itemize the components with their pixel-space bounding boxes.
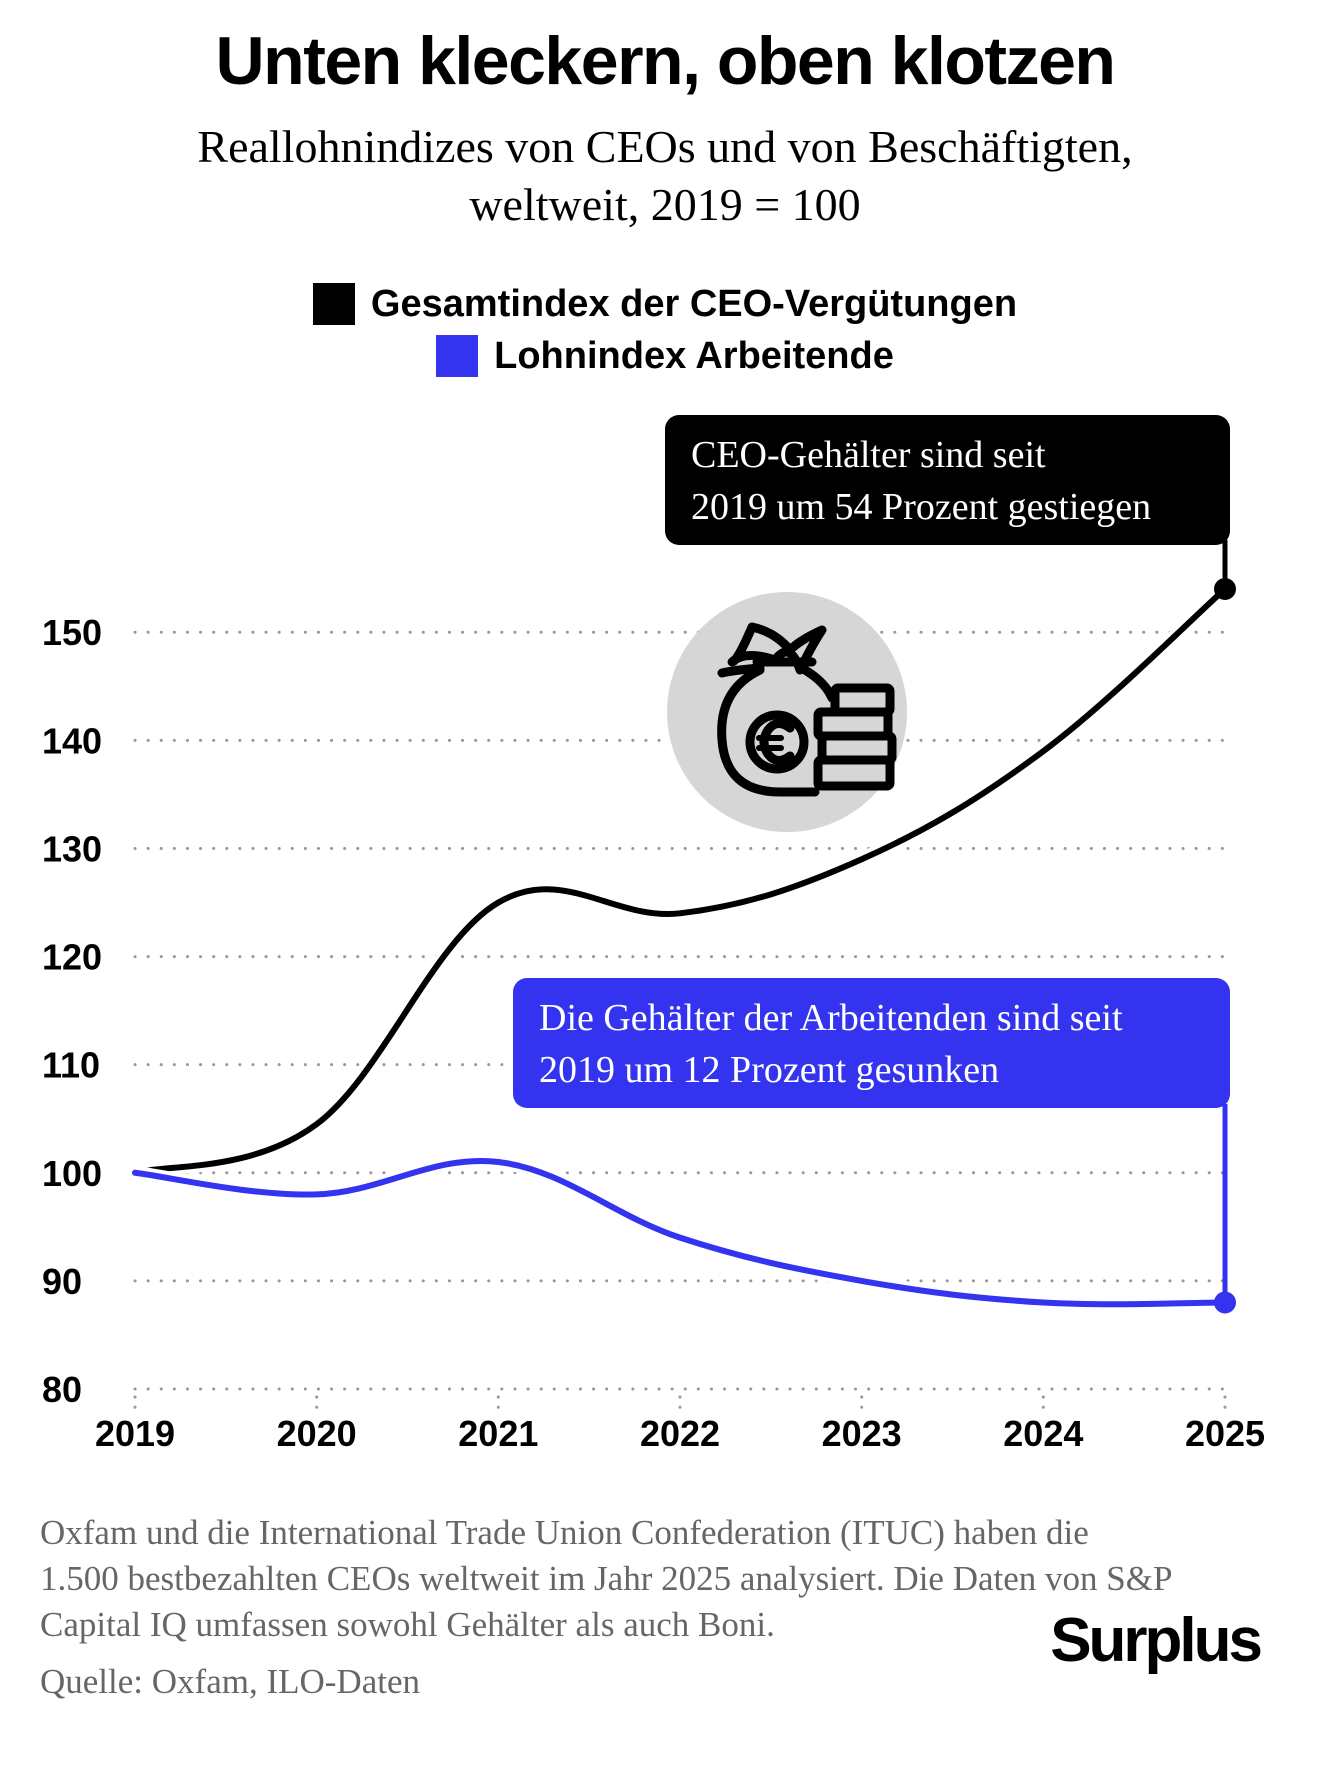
y-tick-label: 100: [42, 1153, 102, 1194]
callout-workers: Die Gehälter der Arbeitenden sind seit 2…: [513, 978, 1230, 1108]
x-tick-label: 2023: [822, 1413, 902, 1454]
callout-ceo: CEO-Gehälter sind seit 2019 um 54 Prozen…: [665, 415, 1230, 545]
x-tick-label: 2021: [458, 1413, 538, 1454]
x-tick-label: 2019: [95, 1413, 175, 1454]
workers-series-line-halo: [128, 1153, 1232, 1312]
callout-ceo-line-1: CEO-Gehälter sind seit: [691, 434, 1046, 476]
ceo-end-point: [1214, 578, 1236, 600]
subtitle-line-1: Reallohnindizes von CEOs und von Beschäf…: [197, 121, 1133, 172]
footnote: Oxfam und die International Trade Union …: [40, 1510, 1280, 1648]
x-tick-label: 2025: [1185, 1413, 1265, 1454]
workers-series-line: [132, 1157, 1228, 1308]
money-bag-euro-coins-icon: [667, 592, 907, 832]
y-tick-label: 150: [42, 612, 102, 653]
x-tick-label: 2020: [277, 1413, 357, 1454]
legend-swatch-workers: [436, 335, 479, 377]
footnote-line-3: Capital IQ umfassen sowohl Gehälter als …: [40, 1605, 775, 1644]
footnote-line-2: 1.500 bestbezahlten CEOs weltweit im Jah…: [40, 1559, 1173, 1598]
legend: Gesamtindex der CEO-Vergütungen Lohninde…: [0, 278, 1330, 382]
y-tick-label: 80: [42, 1369, 82, 1410]
x-tick-label: 2024: [1003, 1413, 1083, 1454]
callout-ceo-line-2: 2019 um 54 Prozent gestiegen: [691, 486, 1152, 528]
footnote-line-1: Oxfam und die International Trade Union …: [40, 1513, 1089, 1552]
legend-label-workers: Lohnindex Arbeitende: [494, 334, 894, 377]
legend-item-ceo: Gesamtindex der CEO-Vergütungen: [312, 278, 1018, 330]
brand-logo: Surplus: [1050, 1606, 1263, 1675]
ceo-series-line: [132, 586, 1228, 1176]
x-axis: 2019 2020 2021 2022 2023 2024 2025: [95, 1395, 1265, 1454]
legend-item-workers: Lohnindex Arbeitende: [436, 330, 894, 382]
callout-workers-line-1: Die Gehälter der Arbeitenden sind seit: [539, 997, 1123, 1039]
workers-end-point: [1214, 1291, 1236, 1314]
y-tick-label: 130: [42, 828, 102, 869]
y-axis: 80 90 100 110 120 130 140 150: [42, 612, 102, 1410]
y-tick-label: 90: [42, 1261, 82, 1302]
legend-swatch-ceo: [312, 283, 355, 325]
y-tick-label: 110: [42, 1045, 100, 1086]
chart-subtitle: Reallohnindizes von CEOs und von Beschäf…: [0, 118, 1330, 234]
source-note: Quelle: Oxfam, ILO-Daten: [40, 1662, 420, 1701]
callout-workers-line-2: 2019 um 12 Prozent gesunken: [539, 1049, 1000, 1091]
subtitle-line-2: weltweit, 2019 = 100: [469, 179, 861, 230]
legend-label-ceo: Gesamtindex der CEO-Vergütungen: [370, 282, 1018, 325]
y-tick-label: 140: [42, 720, 102, 761]
end-points: [1214, 578, 1236, 1314]
chart-title: Unten kleckern, oben klotzen: [215, 23, 1116, 99]
series-lines: [128, 582, 1232, 1312]
x-tick-label: 2022: [640, 1413, 720, 1454]
y-tick-label: 120: [42, 937, 102, 978]
